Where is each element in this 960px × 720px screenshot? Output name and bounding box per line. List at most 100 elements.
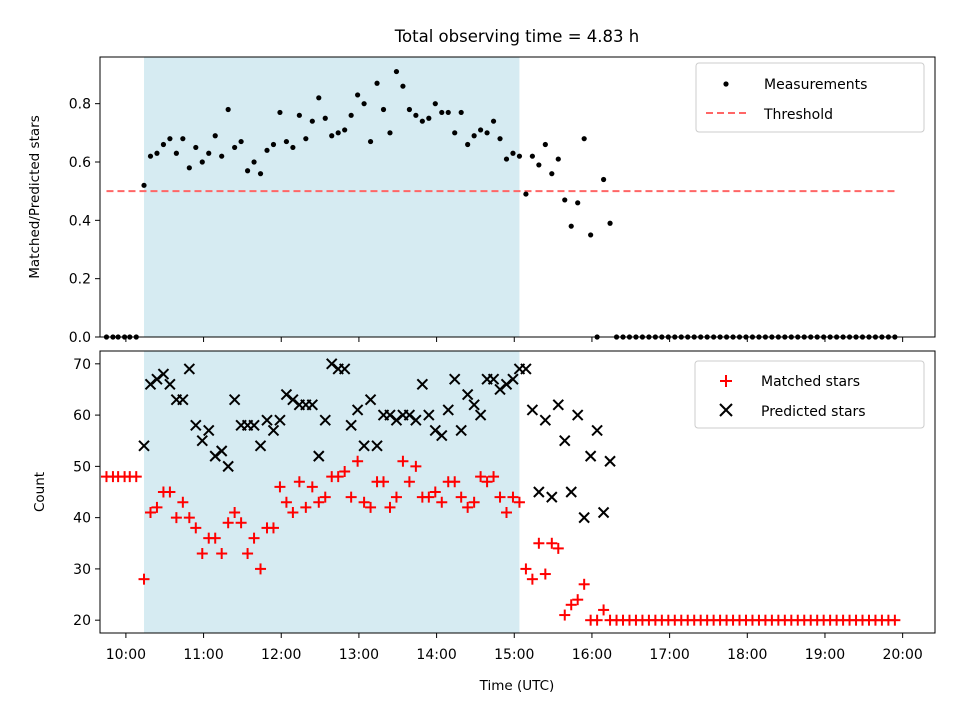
predicted-point (371, 440, 383, 452)
x-tick-label: 15:00 (494, 647, 534, 663)
matched-point (462, 501, 474, 513)
legend-measurements-marker (723, 81, 729, 87)
measurement-point (600, 176, 607, 183)
matched-point (229, 507, 241, 519)
matched-point (151, 501, 163, 513)
matched-point (358, 496, 370, 508)
x-tick-label: 18:00 (727, 647, 767, 663)
matched-point (287, 507, 299, 519)
predicted-point (228, 394, 241, 406)
measurement-point (452, 130, 458, 136)
predicted-point (597, 506, 610, 519)
matched-point (332, 471, 344, 483)
predicted-point (190, 419, 202, 432)
measurement-point (542, 141, 548, 148)
matched-point (533, 537, 545, 549)
predicted-point (436, 429, 448, 442)
measurement-point (406, 106, 413, 113)
measurement-point (426, 115, 432, 121)
measurement-point (147, 153, 154, 159)
predicted-point (591, 424, 603, 437)
predicted-point (254, 440, 267, 452)
predicted-point (183, 363, 196, 375)
predicted-point (345, 419, 357, 432)
measurement-point (562, 197, 568, 203)
matched-point (449, 476, 461, 488)
predicted-point (261, 414, 273, 426)
predicted-point (474, 409, 487, 421)
top-panel: 0.00.20.40.60.8 Matched/Predicted stars … (27, 56, 936, 346)
matched-point (138, 573, 150, 585)
predicted-stars-series (138, 358, 616, 524)
matched-point (539, 568, 551, 580)
measurement-point (141, 182, 147, 188)
measurement-point (387, 130, 393, 136)
y-tick-label: 70 (73, 357, 91, 373)
matched-point (494, 491, 506, 503)
bottom-x-axis: 10:00 11:00 12:00 13:00 14:00 15:00 16:00 17:00… (106, 633, 923, 663)
matched-point (293, 476, 305, 488)
matched-point (164, 486, 176, 498)
measurement-point (529, 153, 535, 159)
matched-point (546, 537, 558, 549)
measurement-point (471, 133, 477, 139)
x-tick-label: 12:00 (261, 647, 301, 663)
matched-point (280, 496, 292, 508)
x-axis-label: Time (UTC) (479, 678, 555, 694)
matched-point (242, 548, 254, 560)
measurement-point (503, 156, 510, 162)
top-y-axis: 0.0 0.2 0.4 0.6 0.8 (69, 97, 100, 346)
measurement-point (290, 144, 296, 151)
measurement-point (393, 68, 400, 75)
measurement-point (581, 136, 587, 142)
matched-point (352, 455, 364, 467)
predicted-point (604, 455, 616, 467)
matched-point (267, 522, 279, 534)
matched-point (475, 471, 487, 483)
matched-point (889, 614, 901, 626)
legend-threshold-label: Threshold (763, 107, 833, 123)
measurement-point (335, 130, 341, 136)
measurement-point (361, 101, 367, 107)
matched-point (565, 599, 577, 611)
measurement-point (232, 144, 238, 151)
measurement-point (484, 130, 490, 136)
measurement-point (432, 101, 438, 107)
predicted-point (442, 404, 454, 416)
measurement-point (400, 83, 406, 89)
predicted-point (215, 445, 228, 457)
matched-point (274, 481, 286, 493)
measurement-point (238, 138, 244, 145)
predicted-point (306, 399, 319, 411)
matched-point (598, 604, 610, 616)
top-legend-box (695, 62, 925, 133)
measurement-point (607, 220, 613, 226)
predicted-point (364, 394, 377, 406)
measurement-point (355, 92, 361, 98)
predicted-point (248, 419, 260, 432)
measurement-point (465, 141, 471, 148)
measurement-point (342, 127, 348, 133)
matched-point (384, 501, 396, 513)
legend-predicted-label: Predicted stars (761, 404, 866, 420)
matched-point (481, 476, 493, 488)
measurement-point (549, 171, 555, 177)
x-tick-label: 11:00 (183, 647, 223, 663)
x-tick-label: 17:00 (649, 647, 689, 663)
measurement-point (270, 141, 277, 148)
matched-point (313, 496, 325, 508)
measurement-point (555, 156, 561, 162)
matched-point (559, 609, 571, 621)
measurement-point (154, 150, 160, 156)
matched-point (319, 491, 331, 503)
predicted-point (164, 378, 176, 391)
predicted-point (468, 399, 480, 411)
matched-point (209, 532, 221, 544)
legend-matched-marker (720, 375, 732, 387)
measurement-point (309, 118, 315, 124)
matched-point (183, 512, 195, 524)
bottom-legend: Matched stars Predicted stars (694, 360, 925, 429)
predicted-point (520, 363, 532, 375)
measurement-point (296, 112, 302, 118)
